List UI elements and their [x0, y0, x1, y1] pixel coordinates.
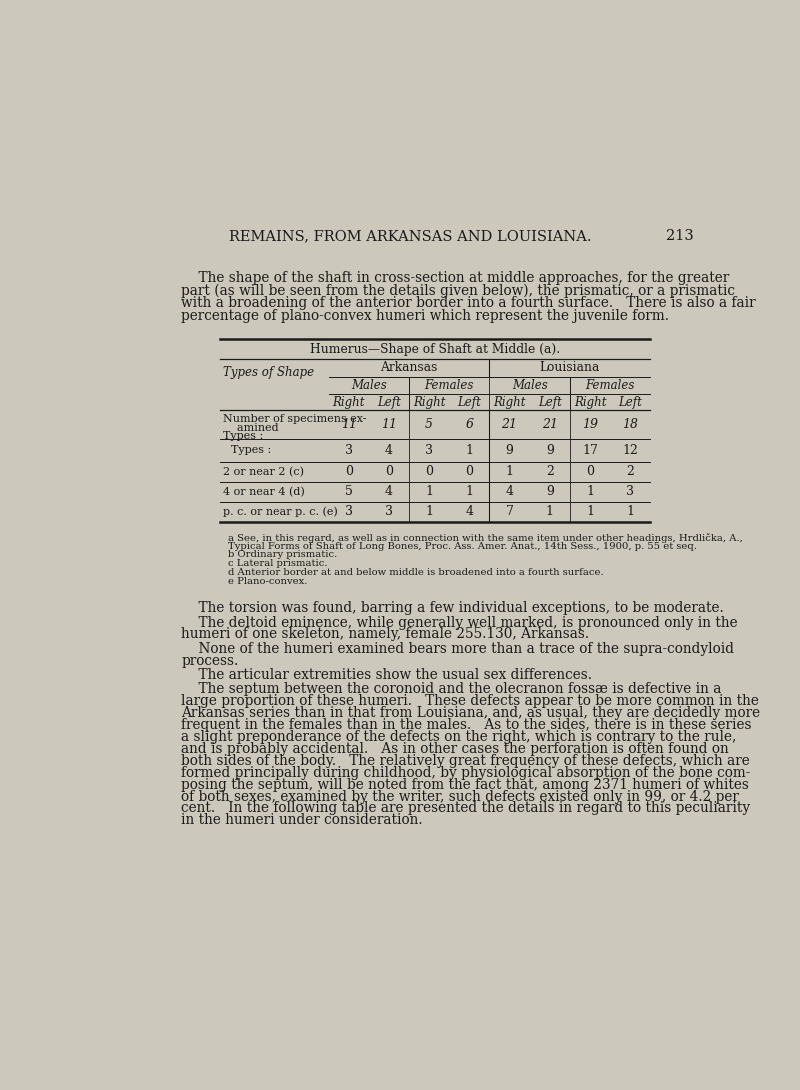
Text: 1: 1: [586, 506, 594, 519]
Text: both sides of the body.   The relatively great frequency of these defects, which: both sides of the body. The relatively g…: [182, 753, 750, 767]
Text: 19: 19: [582, 417, 598, 431]
Text: 6: 6: [466, 417, 474, 431]
Text: 12: 12: [622, 444, 638, 457]
Text: 0: 0: [425, 465, 433, 479]
Text: REMAINS, FROM ARKANSAS AND LOUISIANA.: REMAINS, FROM ARKANSAS AND LOUISIANA.: [229, 229, 591, 243]
Text: Types :: Types :: [223, 432, 263, 441]
Text: b Ordinary prismatic.: b Ordinary prismatic.: [228, 550, 337, 559]
Text: 2: 2: [546, 465, 554, 479]
Text: 4: 4: [506, 485, 514, 498]
Text: of both sexes, examined by the writer, such defects existed only in 99, or 4.2 p: of both sexes, examined by the writer, s…: [182, 789, 739, 803]
Text: large proportion of these humeri.   These defects appear to be more common in th: large proportion of these humeri. These …: [182, 694, 759, 708]
Text: and is probably accidental.   As in other cases the perforation is often found o: and is probably accidental. As in other …: [182, 742, 729, 755]
Text: 1: 1: [626, 506, 634, 519]
Text: Males: Males: [351, 379, 386, 392]
Text: 3: 3: [345, 506, 353, 519]
Text: 5: 5: [345, 485, 353, 498]
Text: 2: 2: [626, 465, 634, 479]
Text: 2 or near 2 (c): 2 or near 2 (c): [223, 467, 304, 477]
Text: 1: 1: [425, 485, 433, 498]
Text: Right: Right: [413, 396, 446, 409]
Text: amined: amined: [223, 423, 279, 434]
Text: a See, in this regard, as well as in connection with the same item under other h: a See, in this regard, as well as in con…: [228, 533, 742, 543]
Text: Left: Left: [458, 396, 482, 409]
Text: 3: 3: [626, 485, 634, 498]
Text: 213: 213: [666, 229, 694, 243]
Text: 0: 0: [345, 465, 353, 479]
Text: 4: 4: [385, 485, 393, 498]
Text: 1: 1: [586, 485, 594, 498]
Text: 1: 1: [466, 485, 474, 498]
Text: humeri of one skeleton, namely, female 255.130, Arkansas.: humeri of one skeleton, namely, female 2…: [182, 628, 590, 641]
Text: 3: 3: [425, 444, 433, 457]
Text: 4: 4: [385, 444, 393, 457]
Text: part (as will be seen from the details given below), the prismatic, or a prismat: part (as will be seen from the details g…: [182, 283, 735, 298]
Text: The torsion was found, barring a few individual exceptions, to be moderate.: The torsion was found, barring a few ind…: [182, 602, 724, 615]
Text: 4: 4: [466, 506, 474, 519]
Text: a slight preponderance of the defects on the right, which is contrary to the rul: a slight preponderance of the defects on…: [182, 730, 737, 743]
Text: cent.   In the following table are presented the details in regard to this pecul: cent. In the following table are present…: [182, 801, 750, 815]
Text: Left: Left: [618, 396, 642, 409]
Text: 21: 21: [542, 417, 558, 431]
Text: Number of specimens ex-: Number of specimens ex-: [223, 414, 366, 424]
Text: 0: 0: [385, 465, 393, 479]
Text: e Plano-convex.: e Plano-convex.: [228, 577, 307, 586]
Text: with a broadening of the anterior border into a fourth surface.   There is also : with a broadening of the anterior border…: [182, 296, 756, 311]
Text: 3: 3: [385, 506, 393, 519]
Text: Right: Right: [333, 396, 365, 409]
Text: 7: 7: [506, 506, 514, 519]
Text: Females: Females: [586, 379, 634, 392]
Text: 0: 0: [586, 465, 594, 479]
Text: Right: Right: [574, 396, 606, 409]
Text: 18: 18: [622, 417, 638, 431]
Text: frequent in the females than in the males.   As to the sides, there is in these : frequent in the females than in the male…: [182, 718, 752, 731]
Text: process.: process.: [182, 654, 238, 668]
Text: c Lateral prismatic.: c Lateral prismatic.: [228, 559, 327, 568]
Text: 0: 0: [466, 465, 474, 479]
Text: None of the humeri examined bears more than a trace of the supra-condyloid: None of the humeri examined bears more t…: [182, 642, 734, 656]
Text: Types :: Types :: [231, 446, 271, 456]
Text: 4 or near 4 (d): 4 or near 4 (d): [223, 487, 305, 497]
Text: Arkansas: Arkansas: [380, 362, 438, 375]
Text: 1: 1: [546, 506, 554, 519]
Text: d Anterior border at and below middle is broadened into a fourth surface.: d Anterior border at and below middle is…: [228, 568, 603, 578]
Text: Females: Females: [425, 379, 474, 392]
Text: 9: 9: [506, 444, 514, 457]
Text: Humerus—Shape of Shaft at Middle (a).: Humerus—Shape of Shaft at Middle (a).: [310, 343, 560, 356]
Text: 11: 11: [341, 417, 357, 431]
Text: Arkansas series than in that from Louisiana, and, as usual, they are decidedly m: Arkansas series than in that from Louisi…: [182, 706, 761, 720]
Text: 1: 1: [506, 465, 514, 479]
Text: 9: 9: [546, 485, 554, 498]
Text: The septum between the coronoid and the olecranon fossæ is defective in a: The septum between the coronoid and the …: [182, 682, 722, 697]
Text: The deltoid eminence, while generally well marked, is pronounced only in the: The deltoid eminence, while generally we…: [182, 616, 738, 630]
Text: percentage of plano-convex humeri which represent the juvenile form.: percentage of plano-convex humeri which …: [182, 310, 670, 323]
Text: 11: 11: [381, 417, 397, 431]
Text: 5: 5: [425, 417, 433, 431]
Text: The articular extremities show the usual sex differences.: The articular extremities show the usual…: [182, 668, 592, 682]
Text: The shape of the shaft in cross-section at middle approaches, for the greater: The shape of the shaft in cross-section …: [182, 271, 730, 284]
Text: Left: Left: [538, 396, 562, 409]
Text: posing the septum, will be noted from the fact that, among 2371 humeri of whites: posing the septum, will be noted from th…: [182, 777, 750, 791]
Text: 21: 21: [502, 417, 518, 431]
Text: p. c. or near p. c. (e): p. c. or near p. c. (e): [223, 507, 338, 518]
Text: formed principally during childhood, by physiological absorption of the bone com: formed principally during childhood, by …: [182, 765, 750, 779]
Text: 9: 9: [546, 444, 554, 457]
Text: Left: Left: [377, 396, 401, 409]
Text: Typical Forms of Shaft of Long Bones, Proc. Ass. Amer. Anat., 14th Sess., 1900, : Typical Forms of Shaft of Long Bones, Pr…: [228, 542, 697, 550]
Text: in the humeri under consideration.: in the humeri under consideration.: [182, 813, 423, 827]
Text: Right: Right: [494, 396, 526, 409]
Text: 17: 17: [582, 444, 598, 457]
Text: 1: 1: [425, 506, 433, 519]
Text: Louisiana: Louisiana: [540, 362, 600, 375]
Text: Males: Males: [512, 379, 547, 392]
Text: 1: 1: [466, 444, 474, 457]
Text: 3: 3: [345, 444, 353, 457]
Text: Types of Shape: Types of Shape: [223, 366, 314, 379]
